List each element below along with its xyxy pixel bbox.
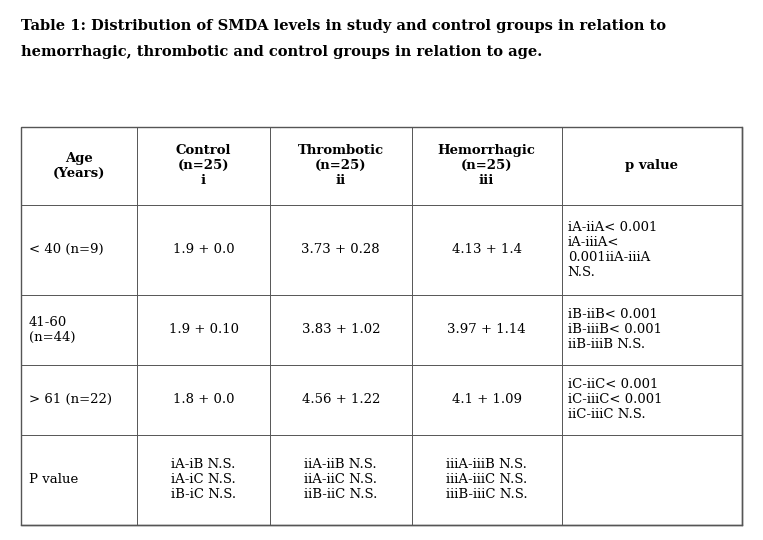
Text: 4.13 + 1.4: 4.13 + 1.4	[452, 244, 522, 256]
Text: 3.97 + 1.14: 3.97 + 1.14	[447, 323, 526, 336]
Text: 1.8 + 0.0: 1.8 + 0.0	[173, 393, 234, 407]
Text: p value: p value	[625, 159, 678, 172]
Text: > 61 (n=22): > 61 (n=22)	[29, 393, 112, 407]
Text: iB-iiB< 0.001
iB-iiiB< 0.001
iiB-iiiB N.S.: iB-iiB< 0.001 iB-iiiB< 0.001 iiB-iiiB N.…	[568, 308, 662, 352]
Text: Table 1: Distribution of SMDA levels in study and control groups in relation to: Table 1: Distribution of SMDA levels in …	[21, 19, 666, 33]
Text: 3.83 + 1.02: 3.83 + 1.02	[301, 323, 380, 336]
Text: iA-iiA< 0.001
iA-iiiA<
0.001iiA-iiiA
N.S.: iA-iiA< 0.001 iA-iiiA< 0.001iiA-iiiA N.S…	[568, 221, 657, 279]
Text: 4.56 + 1.22: 4.56 + 1.22	[301, 393, 380, 407]
Text: hemorrhagic, thrombotic and control groups in relation to age.: hemorrhagic, thrombotic and control grou…	[21, 45, 542, 59]
Text: Control
(n=25)
i: Control (n=25) i	[175, 144, 231, 187]
Text: < 40 (n=9): < 40 (n=9)	[29, 244, 104, 256]
Text: Hemorrhagic
(n=25)
iii: Hemorrhagic (n=25) iii	[438, 144, 536, 187]
Text: 1.9 + 0.0: 1.9 + 0.0	[172, 244, 234, 256]
Bar	[21, 127, 742, 525]
Text: iiiA-iiiB N.S.
iiiA-iiiC N.S.
iiiB-iiiC N.S.: iiiA-iiiB N.S. iiiA-iiiC N.S. iiiB-iiiC …	[446, 458, 527, 501]
Text: 4.1 + 1.09: 4.1 + 1.09	[452, 393, 522, 407]
Text: 3.73 + 0.28: 3.73 + 0.28	[301, 244, 380, 256]
Text: iC-iiC< 0.001
iC-iiiC< 0.001
iiC-iiiC N.S.: iC-iiC< 0.001 iC-iiiC< 0.001 iiC-iiiC N.…	[568, 379, 662, 421]
Text: Age
(Years): Age (Years)	[53, 152, 105, 180]
Text: 1.9 + 0.10: 1.9 + 0.10	[169, 323, 239, 336]
Text: P value: P value	[29, 474, 79, 487]
Text: iiA-iiB N.S.
iiA-iiC N.S.
iiB-iiC N.S.: iiA-iiB N.S. iiA-iiC N.S. iiB-iiC N.S.	[304, 458, 378, 501]
Text: 41-60
(n=44): 41-60 (n=44)	[29, 316, 76, 344]
Text: iA-iB N.S.
iA-iC N.S.
iB-iC N.S.: iA-iB N.S. iA-iC N.S. iB-iC N.S.	[171, 458, 236, 501]
Text: Thrombotic
(n=25)
ii: Thrombotic (n=25) ii	[298, 144, 384, 187]
